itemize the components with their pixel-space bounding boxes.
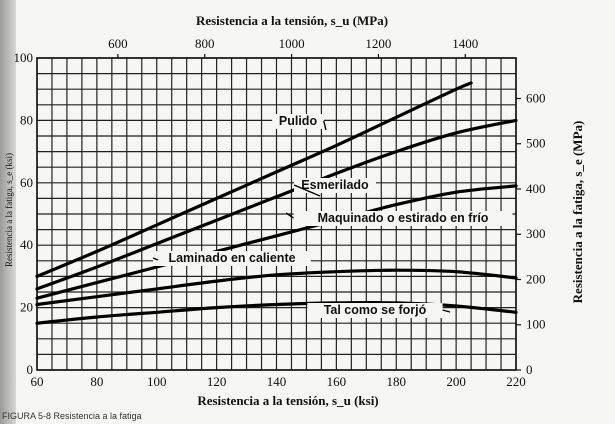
series-label-3: Esmerilado [301,178,369,192]
y-tick-label: 100 [14,50,34,65]
x-tick-label: 100 [147,374,167,389]
y-tick-label: 20 [20,300,33,315]
series-leader-line [293,184,321,197]
series-leader-line [152,257,159,261]
series-line-1 [35,81,473,278]
top-tick-label: 800 [195,36,215,51]
series-leader-line [442,309,451,313]
top-tick-label: 600 [108,36,128,51]
right-tick-label: 400 [526,181,546,196]
series-leader-line [285,212,294,219]
series-label-6: Tal como se forjó [324,303,427,317]
x-tick-label: 200 [446,374,466,389]
top-tick-label: 1200 [365,36,391,51]
bottom-axis-title: Resistencia a la tensión, s_u (ksi) [197,393,378,408]
figure-caption: FIGURA 5-8 Resistencia a la fatiga [2,411,142,421]
series-label-5: Laminado en caliente [168,251,295,265]
plot-frame [36,57,517,371]
y-tick-label: 0 [27,362,34,377]
right-tick-label: 300 [526,226,546,241]
x-tick-label: 60 [31,374,44,389]
series-label-background [294,178,376,193]
right-tick-label: 600 [526,90,546,105]
series-line-2 [35,118,518,291]
series-label-background [153,251,311,266]
series-label-4: Maquinado o estirado en frío [318,211,489,225]
series-leader-line [323,120,327,131]
right-tick-label: 200 [526,271,546,286]
page-binding-shadow [0,0,16,424]
top-tick-label: 1400 [452,36,478,51]
grid [36,57,517,371]
y-tick-label: 40 [20,237,33,252]
x-tick-label: 180 [387,374,407,389]
series-label-background [293,211,513,226]
x-tick-label: 80 [90,374,103,389]
series-line-4 [35,268,518,307]
right-tick-label: 0 [526,362,533,377]
tick-labels: 60 80 100 120 140 160 180 200 220020406080100600… [14,36,546,389]
series-label-background [307,303,443,318]
right-axis-title: Resistencia a la fatiga, s_e (MPa) [570,121,585,304]
left-axis-title: Resistencia a la fatiga, s_e (ksi) [4,153,14,267]
top-axis-title: Resistencia a la tensión, s_u (MPa) [196,13,388,28]
x-tick-label: 220 [506,374,526,389]
y-tick-label: 60 [20,175,33,190]
y-tick-label: 80 [20,112,33,127]
series-line-3 [35,184,518,300]
series-label-background [272,114,324,129]
x-tick-label: 160 [327,374,347,389]
right-tick-label: 500 [526,136,546,151]
series-label-1: Pulido [279,114,318,128]
x-tick-label: 120 [207,374,227,389]
x-tick-label: 140 [267,374,287,389]
right-tick-label: 100 [526,317,546,332]
series-labels: Pulido Esmerilado Maquinado o estirado en … [152,114,513,318]
top-tick-label: 1000 [279,36,305,51]
